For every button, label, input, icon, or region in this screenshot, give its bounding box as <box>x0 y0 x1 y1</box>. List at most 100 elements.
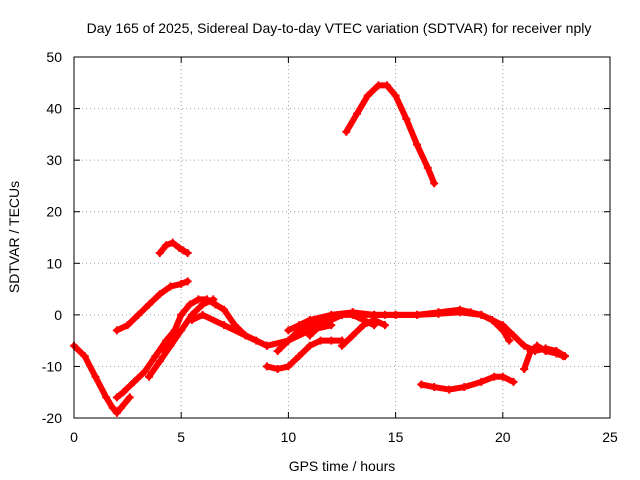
data-point <box>348 308 357 317</box>
plot-frame <box>73 56 611 419</box>
data-point <box>353 109 362 118</box>
data-point <box>383 81 392 90</box>
data-point <box>327 336 336 345</box>
series-arc-1 <box>70 341 134 417</box>
y-tick-label: -10 <box>42 358 62 374</box>
series-line <box>188 311 335 349</box>
data-point <box>194 295 203 304</box>
data-point <box>477 310 486 319</box>
data-point <box>168 238 177 247</box>
data-point <box>316 336 325 345</box>
data-point <box>338 310 346 319</box>
data-point <box>498 326 507 335</box>
data-point <box>155 290 164 299</box>
data-point <box>359 321 368 330</box>
data-point <box>391 310 400 319</box>
data-point <box>430 179 439 188</box>
data-point <box>520 341 529 350</box>
series-arc-4 <box>155 238 192 257</box>
data-point <box>477 377 486 386</box>
data-point <box>505 336 514 345</box>
data-point <box>183 277 192 286</box>
data-point <box>509 377 518 386</box>
data-point <box>175 243 184 252</box>
data-point <box>305 331 314 340</box>
data-point <box>177 310 186 319</box>
data-point <box>509 331 518 340</box>
data-point <box>177 326 186 335</box>
x-tick-label: 5 <box>177 429 185 445</box>
x-tick-label: 15 <box>388 429 404 445</box>
data-point <box>338 341 346 350</box>
data-point <box>220 305 229 314</box>
series-arc-5 <box>145 295 218 381</box>
data-point <box>370 316 379 325</box>
data-point <box>168 331 177 340</box>
data-point <box>134 310 143 319</box>
data-point <box>241 331 250 340</box>
data-point <box>552 349 561 358</box>
data-point <box>108 403 117 412</box>
data-point <box>162 241 171 250</box>
data-point <box>80 352 89 361</box>
series-arc-13 <box>342 81 439 188</box>
data-point <box>380 321 389 330</box>
data-point <box>316 321 325 330</box>
data-point <box>123 321 132 330</box>
y-tick-label: 10 <box>46 255 62 271</box>
data-point <box>466 308 475 317</box>
series-arc-7 <box>187 310 336 350</box>
data-point <box>155 248 164 257</box>
data-point <box>541 346 550 355</box>
data-point <box>558 352 567 361</box>
data-point <box>187 316 196 325</box>
y-tick-label: 20 <box>46 204 62 220</box>
series-arc-3 <box>112 277 192 335</box>
y-tick-label: 50 <box>46 49 62 65</box>
series-arc-14 <box>417 372 518 394</box>
series-arc-15 <box>520 341 567 374</box>
data-point <box>179 246 188 255</box>
y-tick-label: 0 <box>54 307 62 323</box>
x-tick-label: 25 <box>602 429 618 445</box>
series-line <box>343 82 438 187</box>
data-point <box>455 305 464 314</box>
data-point <box>359 310 368 319</box>
data-point <box>391 91 400 100</box>
data-point <box>284 362 293 371</box>
data-point <box>145 372 154 381</box>
data-point <box>295 321 304 330</box>
data-point <box>374 81 383 90</box>
data-point <box>417 380 426 389</box>
data-point <box>211 300 220 309</box>
data-point <box>198 310 207 319</box>
x-tick-label: 20 <box>495 429 511 445</box>
data-point <box>402 114 411 123</box>
x-axis-label: GPS time / hours <box>289 458 396 474</box>
series-arc-6 <box>160 295 271 355</box>
y-tick-label: -20 <box>42 410 62 426</box>
data-point <box>520 365 529 374</box>
data-point <box>262 341 271 350</box>
data-point <box>490 372 499 381</box>
data-point <box>413 140 422 149</box>
data-point <box>445 385 454 394</box>
data-point <box>295 352 304 361</box>
data-point <box>533 341 542 350</box>
data-point <box>117 403 126 412</box>
data-point <box>423 163 432 172</box>
data-point <box>112 326 121 335</box>
y-tick-label: 40 <box>46 101 62 117</box>
data-point <box>202 295 211 304</box>
data-point <box>526 346 535 355</box>
x-tick-labels: 0 5 10 15 20 25 <box>70 429 618 445</box>
data-point <box>284 326 293 335</box>
data-point <box>112 393 121 402</box>
data-point <box>112 408 121 417</box>
data-point <box>102 393 111 402</box>
data-point <box>273 365 282 374</box>
data-point <box>434 308 443 317</box>
series-arc-11 <box>305 305 514 345</box>
data-point <box>413 310 422 319</box>
data-point <box>262 362 271 371</box>
